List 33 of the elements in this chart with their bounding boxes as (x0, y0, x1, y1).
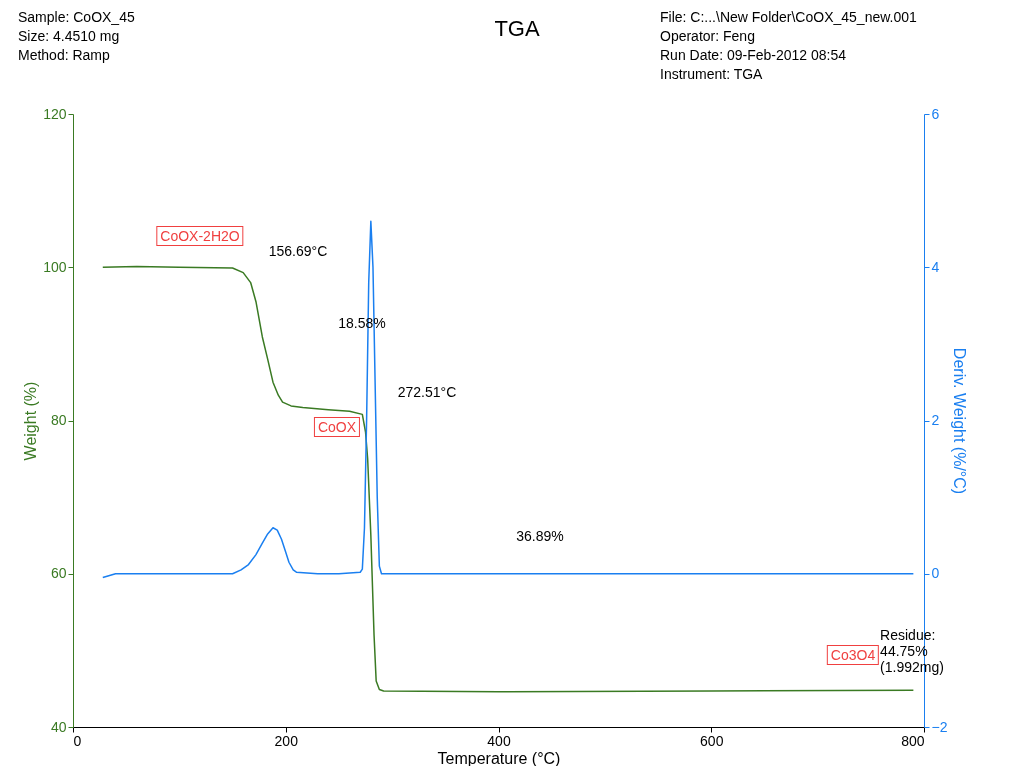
x-tick-label: 800 (901, 732, 925, 749)
annotation: CoOX-2H2O (156, 226, 244, 246)
text: Operator: Feng (660, 27, 756, 46)
y-tick-label: 80 (50, 412, 67, 428)
text: Method: Ramp (18, 46, 111, 65)
line-series (102, 220, 915, 579)
annotation: CoOX (313, 417, 361, 437)
x-tick-label: 200 (274, 732, 299, 749)
text: Sample: CoOX_45 (18, 8, 135, 27)
y2-tick-label: 2 (931, 412, 940, 428)
x-tick-label: 0 (73, 732, 82, 749)
y2-axis-title: Deriv. Weight (%/°C) (951, 347, 969, 495)
y-tick-label: 120 (43, 105, 67, 122)
y2-tick-label: 0 (931, 565, 940, 582)
y2-tick-label: −2 (931, 718, 948, 735)
annotation: Co3O4 (826, 645, 880, 665)
annotation: 272.51°C (397, 384, 457, 400)
y-tick-label: 100 (43, 258, 67, 275)
x-tick-label: 400 (487, 732, 511, 749)
text: File: C:...\New Folder\CoOX_45_new.001 (660, 8, 917, 27)
text: Run Date: 09-Feb-2012 08:54 (660, 46, 847, 65)
annotation: 156.69°C (268, 243, 328, 259)
y2-tick-label: 4 (931, 258, 940, 275)
text: Size: 4.4510 mg (18, 27, 121, 46)
chart-title: TGA (494, 16, 540, 41)
y2-tick-label: 6 (931, 105, 940, 122)
text: Instrument: TGA (660, 65, 764, 84)
y-tick-label: 60 (50, 565, 67, 582)
y-axis-title: Weight (%) (22, 381, 40, 461)
annotation: 36.89% (516, 528, 564, 544)
x-axis-title: Temperature (°C) (437, 749, 561, 767)
y-tick-label: 40 (50, 718, 67, 735)
x-tick-label: 600 (700, 732, 724, 749)
